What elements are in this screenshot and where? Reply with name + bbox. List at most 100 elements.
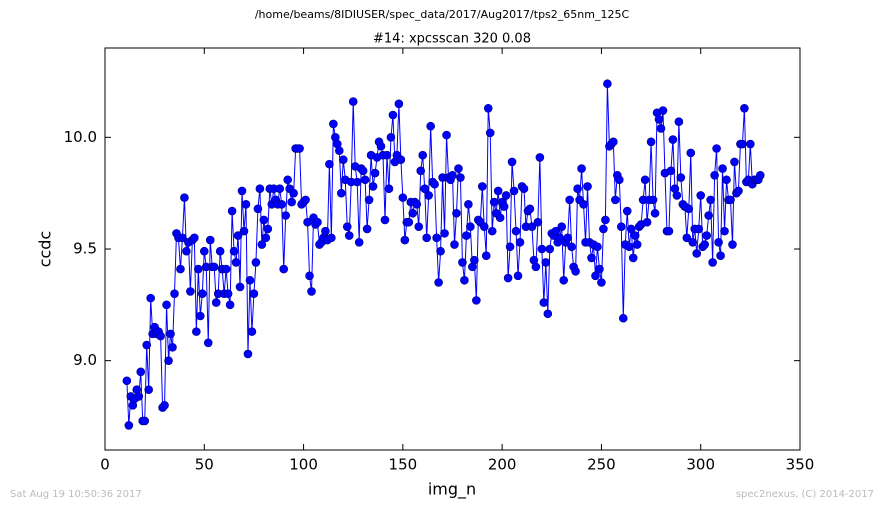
data-point <box>573 184 582 193</box>
data-point <box>462 231 471 240</box>
data-point <box>321 226 330 236</box>
data-point <box>583 182 592 191</box>
data-point <box>255 184 265 193</box>
data-point <box>329 119 338 129</box>
data-point <box>714 238 723 247</box>
data-point <box>503 273 513 283</box>
data-point <box>160 401 169 410</box>
x-tick-label: 100 <box>289 456 318 474</box>
data-point <box>192 327 201 336</box>
data-point <box>456 173 465 182</box>
data-point <box>646 137 656 147</box>
data-point <box>223 289 233 298</box>
data-point <box>710 171 719 180</box>
data-point <box>587 253 596 263</box>
data-point <box>360 175 370 185</box>
data-point <box>376 141 386 151</box>
data-point <box>728 240 737 249</box>
data-point <box>537 244 547 254</box>
data-point <box>479 222 489 231</box>
data-point <box>241 200 251 209</box>
data-point <box>470 255 479 265</box>
data-point <box>509 186 519 196</box>
data-point <box>358 166 368 176</box>
footer-left: Sat Aug 19 10:50:36 2017 <box>10 489 142 500</box>
data-point <box>211 298 221 307</box>
data-point <box>495 213 505 223</box>
data-point <box>551 226 561 236</box>
data-point <box>688 238 698 247</box>
data-point <box>396 155 406 164</box>
y-tick-label: 9.5 <box>73 240 97 258</box>
data-point <box>166 329 175 339</box>
header: /home/beams/8IDIUSER/spec_data/2017/Aug2… <box>255 8 630 21</box>
data-point <box>198 289 207 298</box>
data-point <box>708 258 717 267</box>
data-point <box>259 215 269 225</box>
data-point <box>275 184 285 193</box>
data-point <box>694 224 704 234</box>
data-point <box>539 298 549 307</box>
data-point <box>176 264 185 274</box>
data-point <box>301 195 310 205</box>
data-point <box>247 327 257 336</box>
data-point <box>571 267 580 276</box>
data-point <box>543 309 553 319</box>
data-point <box>454 164 463 173</box>
data-point <box>251 258 261 267</box>
data-point <box>618 313 628 323</box>
data-point <box>477 182 487 191</box>
x-tick-label: 200 <box>488 456 517 474</box>
data-point <box>704 211 713 220</box>
data-point <box>442 130 451 140</box>
data-point <box>559 275 569 285</box>
data-point <box>239 226 249 236</box>
data-point <box>279 264 289 274</box>
data-point <box>630 231 640 240</box>
data-point <box>485 128 495 138</box>
data-point <box>338 155 348 164</box>
data-point <box>507 157 517 167</box>
data-point <box>342 222 352 231</box>
data-point <box>422 233 431 243</box>
data-point <box>440 229 449 238</box>
data-point <box>595 264 604 274</box>
data-point <box>352 177 362 187</box>
data-point <box>622 206 632 216</box>
data-point <box>563 233 572 243</box>
data-point <box>245 275 255 285</box>
data-point <box>472 296 481 305</box>
data-point <box>726 195 735 205</box>
data-point <box>525 204 535 214</box>
data-point <box>194 264 203 274</box>
data-point <box>601 215 610 225</box>
x-tick-label: 0 <box>100 456 110 474</box>
data-point <box>654 115 664 124</box>
data-point <box>140 416 150 426</box>
data-point <box>261 233 271 243</box>
data-point <box>178 233 187 243</box>
data-point <box>684 204 694 214</box>
data-point <box>706 195 715 205</box>
data-point <box>168 342 177 352</box>
data-point <box>388 110 398 120</box>
data-point <box>674 117 684 126</box>
data-point <box>289 188 298 198</box>
data-point <box>394 99 404 109</box>
data-point <box>335 146 344 156</box>
data-point <box>221 264 231 274</box>
data-point <box>722 175 731 185</box>
x-tick-label: 250 <box>587 456 616 474</box>
data-point <box>718 164 727 173</box>
data-point <box>436 246 445 256</box>
data-point <box>404 217 414 227</box>
plot-frame <box>104 47 801 451</box>
x-axis-label: img_n <box>428 480 476 500</box>
data-point <box>124 421 134 430</box>
data-point <box>531 262 541 272</box>
data-point <box>493 186 503 196</box>
data-point <box>738 139 747 149</box>
data-point <box>257 240 267 249</box>
data-point <box>186 287 195 296</box>
